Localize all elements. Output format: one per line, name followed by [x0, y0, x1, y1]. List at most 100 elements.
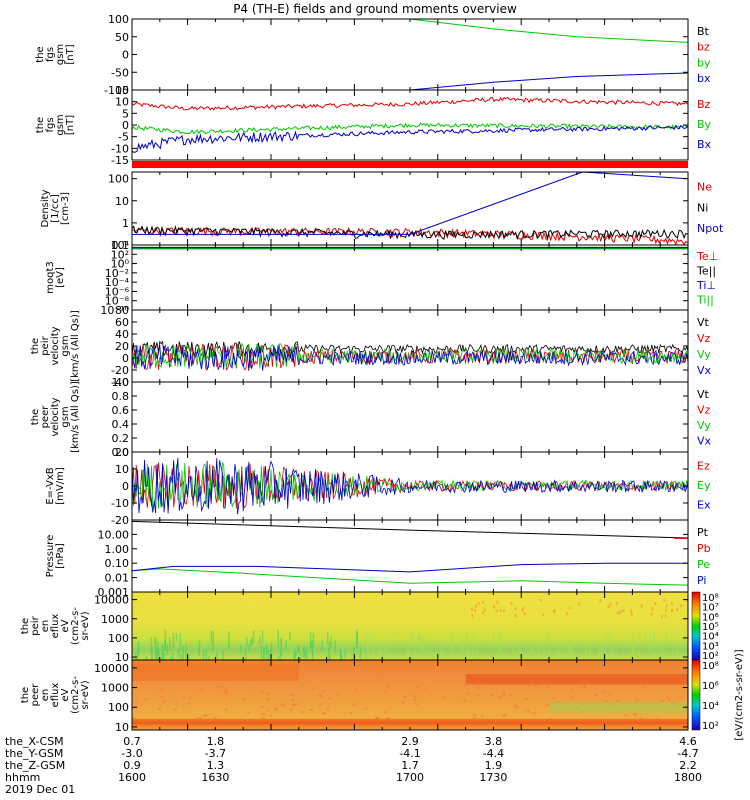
y-tick-label: 0.2 — [112, 432, 130, 445]
y-tick-label: 0.8 — [112, 390, 130, 403]
y-ticks-p10: 10000 1000 100 10 — [94, 662, 688, 734]
legend-p5: Vt Vz Vy Vx — [697, 316, 712, 377]
panel-frame-p2 — [131, 89, 689, 161]
legend-label: Ne — [697, 180, 712, 193]
series-line-p7-ex — [132, 457, 688, 515]
footer-value: -4.1 — [399, 747, 420, 760]
colorbar-tick-label: 10³ — [702, 641, 719, 652]
y-tick-label: -100 — [104, 84, 129, 97]
y-tick-label: 10000 — [94, 662, 129, 675]
y-axis-label-line: the — [30, 409, 41, 425]
y-axis-label-p9: the peir en eflux eV (cm2-s-sr-eV) — [20, 607, 91, 645]
y-ticks-p8: 10.00 1.000.10 0.010.001 — [98, 528, 688, 599]
x-ticks-p5 — [131, 310, 689, 382]
y-axis-label-line: fgs — [45, 47, 56, 62]
panel-p9: 10000 1000 100 10 the peir en eflux eV (cm2-s-sr-… — [20, 591, 689, 664]
y-tick-label: 10⁻⁶ — [105, 285, 130, 298]
y-tick-label: 10⁻² — [105, 267, 129, 280]
y-axis-label-line: [1/cc] — [50, 194, 61, 223]
footer-value: 0.7 — [123, 735, 141, 748]
colorbar-tick-label: 10² — [702, 721, 719, 732]
y-tick-label: 100 — [108, 701, 129, 714]
legend-label: Ez — [697, 460, 710, 473]
y-axis-label-line: gsm — [60, 335, 71, 356]
legend-label: Pb — [697, 542, 711, 555]
y-axis-label-p4: moqt3 [eV] — [45, 261, 66, 294]
legend-label: Pi — [697, 574, 706, 587]
y-axis-label-line: [cm-3] — [60, 192, 71, 225]
series-group-p8 — [132, 520, 688, 586]
y-axis-label-line: [km/s (All Qs)] — [70, 381, 81, 453]
legend-label: Vt — [697, 388, 710, 401]
legend-p3: Ne Ni Npot — [697, 180, 724, 235]
colorbar-tick-label: 10⁴ — [702, 632, 719, 643]
y-axis-label-line: peir — [30, 615, 41, 635]
y-tick-label: 5 — [122, 107, 129, 120]
legend-label: Bz — [697, 98, 711, 111]
y-tick-label: 10⁻⁸ — [105, 295, 130, 308]
y-tick-label: 60 — [115, 316, 129, 329]
y-tick-label: -20 — [111, 514, 129, 527]
legend-label: Ey — [697, 479, 711, 492]
legend-label: bz — [697, 41, 710, 54]
footer-value: 2.2 — [679, 759, 697, 772]
y-axis-label-line: E=-VxB — [45, 467, 56, 504]
legend-label: Vx — [697, 364, 712, 377]
y-ticks-p7: 20 10 0 -10 -20 — [111, 446, 688, 527]
y-axis-label-line: eV — [60, 688, 71, 701]
footer-value: -3.0 — [121, 747, 142, 760]
y-tick-label: -50 — [111, 66, 129, 79]
y-axis-label-line: velocity — [50, 326, 61, 365]
colorbar-unit-label: [eV/(cm2-s-sr-eV)] — [734, 649, 745, 740]
legend-label: Npot — [697, 222, 724, 235]
y-axis-label-line: moqt3 — [45, 261, 56, 294]
footer-group: the_X-CSM 0.7 1.8 2.9 3.8 4.6 the_Y-GSM -3.0 -3.… — [5, 735, 702, 796]
y-axis-label-line: (cm2-s- — [70, 676, 81, 714]
series-group-p7 — [132, 457, 688, 515]
panel-p1: 100 50 0 -50 -100 the fgs gsm [nT] Bt bz by bx — [35, 13, 711, 97]
y-tick-label: 20 — [115, 446, 129, 459]
y-tick-label: -10 — [111, 142, 129, 155]
footer-value: 1.7 — [401, 759, 419, 772]
series-line-p3-npot — [132, 172, 688, 235]
y-axis-label-line: the — [30, 338, 41, 354]
y-axis-label-line: Pressure — [45, 535, 56, 578]
colorbar-unit-text: [eV/(cm2-s-sr-eV)] — [734, 649, 745, 740]
y-axis-label-line: the — [20, 618, 31, 634]
y-tick-label: 40 — [115, 328, 129, 341]
y-tick-label: 100 — [108, 173, 129, 186]
legend-p7: Ez Ey Ex — [697, 460, 711, 512]
y-ticks-p1: 100 50 0 -50 -100 — [104, 13, 688, 97]
legend-label: Vz — [697, 403, 711, 416]
colorbar-tick-label: 10⁸ — [702, 661, 719, 672]
y-axis-label-line: en — [40, 620, 51, 633]
legend-p2: Bz By Bx — [697, 98, 712, 151]
series-line-p1-bx — [406, 72, 688, 90]
y-axis-label-line: the — [35, 117, 46, 133]
series-line-p8-pe — [132, 568, 688, 586]
footer-row-label: the_X-CSM — [5, 735, 64, 748]
y-tick-label: 100 — [108, 632, 129, 645]
y-tick-label: 10 — [115, 195, 129, 208]
footer-value: 1600 — [118, 771, 146, 784]
footer-row-label: the_Z-GSM — [5, 759, 65, 772]
y-axis-label-p10: the peer en eflux eV (cm2-s-sr-eV) — [20, 676, 91, 714]
series-group-p1 — [405, 19, 688, 90]
y-tick-label: 0.1 — [112, 239, 130, 252]
legend-label: Pe — [697, 558, 710, 571]
series-line-p8-pi — [132, 562, 688, 573]
y-tick-label: 0 — [122, 119, 129, 132]
y-tick-label: 100 — [108, 13, 129, 26]
y-axis-label-line: velocity — [50, 397, 61, 436]
legend-label: by — [697, 56, 711, 69]
colorbar-tick-label: 10⁶ — [702, 612, 719, 623]
x-ticks-p8 — [131, 520, 689, 592]
y-tick-label: 10 — [115, 651, 129, 664]
y-axis-label-line: sr-eV) — [80, 680, 91, 709]
